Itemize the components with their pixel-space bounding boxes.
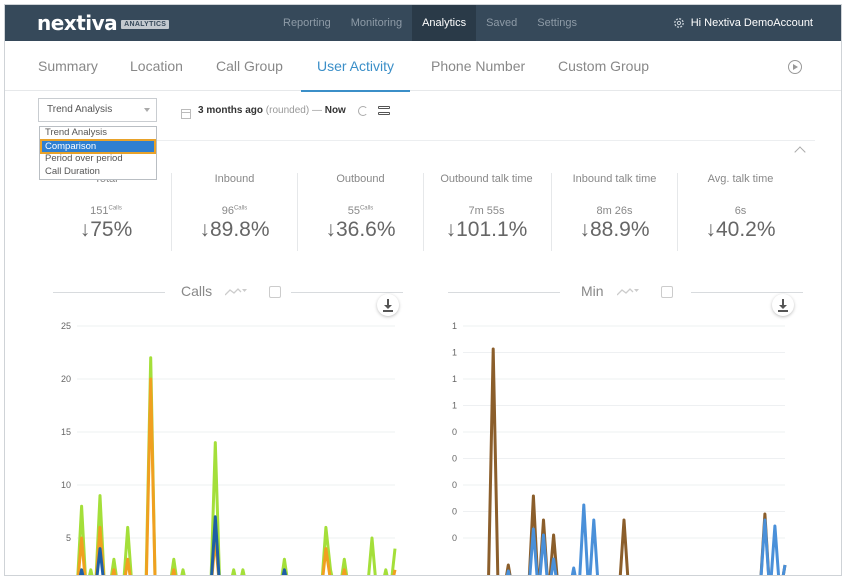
- option-call-duration[interactable]: Call Duration: [45, 166, 100, 177]
- divider: [291, 292, 403, 293]
- expand-icon[interactable]: [269, 286, 281, 298]
- stat-total: Total 151Calls ↓75%: [43, 173, 169, 251]
- play-icon[interactable]: [788, 60, 802, 74]
- calls-chart: 25 20 15 10 5: [61, 321, 397, 576]
- calls-chart-header: Calls: [53, 283, 403, 303]
- refresh-icon[interactable]: [358, 106, 368, 116]
- view-dropdown: Trend Analysis Comparison Period over pe…: [39, 126, 157, 180]
- report-tabs: Summary Location Call Group User Activit…: [5, 41, 841, 92]
- divider: [155, 140, 815, 141]
- expand-icon[interactable]: [661, 286, 673, 298]
- view-select[interactable]: Trend Analysis: [38, 98, 157, 122]
- y-tick-label: 10: [61, 480, 71, 490]
- min-chart: 1 1 1 1 0 0 0 0 0: [452, 321, 787, 576]
- stat-change: ↓89.8%: [199, 218, 270, 241]
- y-tick-label: 15: [61, 427, 71, 437]
- stat-outbound: Outbound 55Calls ↓36.6%: [297, 173, 423, 251]
- y-tick-label: 0: [452, 533, 457, 543]
- date-separator: —: [311, 105, 322, 116]
- tab-location[interactable]: Location: [130, 58, 183, 74]
- y-tick-label: 5: [66, 533, 71, 543]
- tab-summary[interactable]: Summary: [38, 58, 98, 74]
- tab-phone-number[interactable]: Phone Number: [431, 58, 526, 74]
- layers-icon[interactable]: [378, 106, 390, 116]
- stat-avg-talk-time: Avg. talk time 6s ↓40.2%: [677, 173, 803, 251]
- y-tick-label: 0: [452, 507, 457, 517]
- download-icon[interactable]: [772, 294, 794, 316]
- stat-change: ↓75%: [79, 218, 133, 241]
- date-range[interactable]: 3 months ago (rounded) — Now: [198, 105, 346, 116]
- y-tick-label: 1: [452, 374, 457, 384]
- stat-outbound-talk-time: Outbound talk time 7m 55s ↓101.1%: [423, 173, 549, 251]
- stat-value: 6s: [734, 205, 747, 217]
- nav-analytics[interactable]: Analytics: [412, 5, 477, 41]
- nav-settings[interactable]: Settings: [537, 17, 578, 29]
- tab-custom-group[interactable]: Custom Group: [558, 58, 650, 74]
- stat-label: Inbound talk time: [572, 173, 657, 185]
- account-menu[interactable]: Hi Nextiva DemoAccount: [673, 5, 813, 41]
- divider: [691, 292, 803, 293]
- stat-label: Avg. talk time: [707, 173, 774, 185]
- chevron-up-icon[interactable]: [794, 146, 806, 158]
- view-select-value: Trend Analysis: [47, 104, 113, 115]
- stat-value: 96Calls: [221, 205, 248, 217]
- top-navbar: nextiva ANALYTICS Reporting Monitoring A…: [5, 5, 841, 41]
- chart-title: Min: [581, 283, 604, 299]
- y-tick-label: 1: [452, 401, 457, 411]
- stat-label: Inbound: [214, 173, 255, 185]
- y-tick-label: 1: [452, 321, 457, 331]
- stat-value: 8m 26s: [596, 205, 633, 217]
- y-tick-label: 0: [452, 454, 457, 464]
- chevron-down-icon: [144, 108, 150, 112]
- y-tick-label: 1: [452, 348, 457, 358]
- chart-type-icon[interactable]: [225, 287, 247, 297]
- stat-change: ↓36.6%: [325, 218, 396, 241]
- series-line-0[interactable]: [76, 356, 397, 576]
- series-line-0[interactable]: [463, 347, 787, 576]
- stat-change: ↓40.2%: [705, 218, 776, 241]
- logo-wordmark: nextiva: [37, 11, 118, 35]
- y-tick-label: 0: [452, 480, 457, 490]
- chart-controls: [617, 286, 673, 298]
- main-nav: Reporting Monitoring Analytics Saved Set…: [273, 5, 587, 41]
- date-end: Now: [324, 105, 346, 116]
- date-qualifier: (rounded): [265, 105, 310, 116]
- stat-value: 151Calls: [90, 205, 122, 217]
- gear-icon: [673, 18, 684, 28]
- download-icon[interactable]: [377, 294, 399, 316]
- option-trend-analysis[interactable]: Trend Analysis: [45, 127, 107, 138]
- stat-value: 55Calls: [347, 205, 374, 217]
- y-tick-label: 20: [61, 374, 71, 384]
- tab-call-group[interactable]: Call Group: [216, 58, 283, 74]
- option-comparison[interactable]: Comparison: [40, 139, 156, 154]
- stat-inbound-talk-time: Inbound talk time 8m 26s ↓88.9%: [551, 173, 677, 251]
- y-tick-label: 0: [452, 427, 457, 437]
- nav-reporting[interactable]: Reporting: [283, 17, 331, 29]
- logo-tag: ANALYTICS: [121, 20, 170, 29]
- nav-saved[interactable]: Saved: [486, 17, 518, 29]
- stat-change: ↓88.9%: [579, 218, 650, 241]
- option-period-over-period[interactable]: Period over period: [45, 153, 123, 164]
- calendar-icon[interactable]: [181, 109, 191, 119]
- chart-controls: [225, 286, 281, 298]
- stat-change: ↓101.1%: [445, 218, 528, 241]
- series-line-1[interactable]: [76, 377, 397, 576]
- logo[interactable]: nextiva ANALYTICS: [37, 11, 170, 35]
- date-start: 3 months ago: [198, 105, 264, 116]
- app-window: nextiva ANALYTICS Reporting Monitoring A…: [4, 4, 842, 576]
- stat-label: Outbound talk time: [440, 173, 533, 185]
- stat-label: Outbound: [336, 173, 385, 185]
- y-tick-label: 25: [61, 321, 71, 331]
- min-chart-header: Min: [448, 283, 803, 303]
- chart-type-icon[interactable]: [617, 287, 639, 297]
- divider: [53, 292, 165, 293]
- tab-user-activity[interactable]: User Activity: [300, 41, 411, 92]
- stat-value: 7m 55s: [468, 205, 505, 217]
- stat-inbound: Inbound 96Calls ↓89.8%: [171, 173, 297, 251]
- divider: [448, 292, 560, 293]
- nav-monitoring[interactable]: Monitoring: [350, 17, 403, 29]
- chart-title: Calls: [181, 283, 213, 299]
- account-name: Hi Nextiva DemoAccount: [690, 17, 813, 29]
